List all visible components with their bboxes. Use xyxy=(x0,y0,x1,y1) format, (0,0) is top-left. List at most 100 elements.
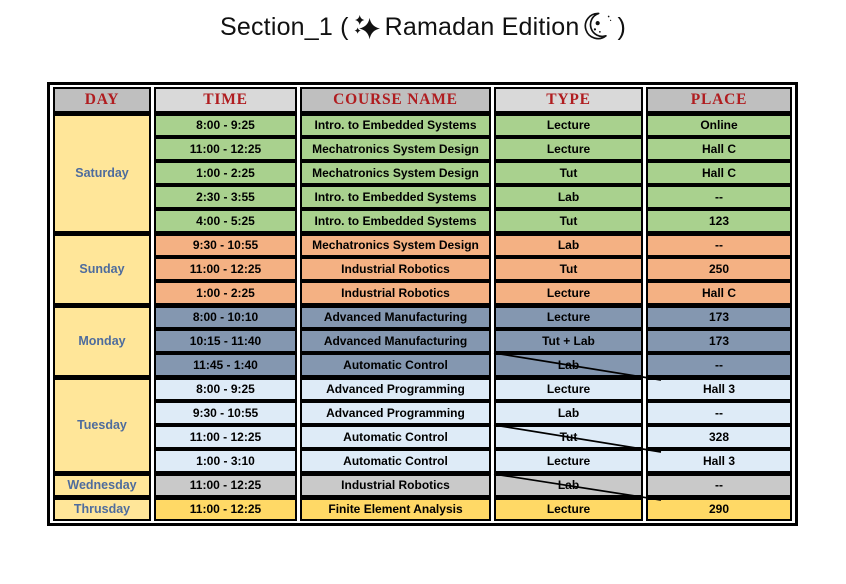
crescent-moon-icon xyxy=(584,12,612,47)
type-cell: Lecture xyxy=(494,113,643,137)
course-text: Intro. to Embedded Systems xyxy=(314,118,477,133)
schedule-row: 10:15 - 11:40 Advanced Manufacturing Tut +… xyxy=(53,329,792,353)
time-cell: 10:15 - 11:40 xyxy=(154,329,297,353)
type-cell: Lecture xyxy=(494,305,643,329)
course-cell: Intro. to Embedded Systems xyxy=(300,209,491,233)
course-text: Mechatronics System Design xyxy=(312,141,479,156)
type-text: Lecture xyxy=(546,453,591,468)
time-text: 9:30 - 10:55 xyxy=(192,405,259,420)
type-text: Lecture xyxy=(546,502,591,517)
day-cell: Monday xyxy=(53,305,151,377)
day-cell: Tuesday xyxy=(53,377,151,473)
type-cell: Lecture xyxy=(494,137,643,161)
type-text: Lab xyxy=(557,238,580,253)
course-text: Industrial Robotics xyxy=(341,261,450,276)
type-cell: Tut + Lab xyxy=(494,329,643,353)
schedule-row: 11:00 - 12:25 Mechatronics System Design L… xyxy=(53,137,792,161)
timetable-body: Saturday 8:00 - 9:25 Intro. to Embedded Sy… xyxy=(53,113,792,521)
place-cell: Hall C xyxy=(646,281,792,305)
place-text: 123 xyxy=(708,213,730,228)
type-cell: Lecture xyxy=(494,281,643,305)
type-text: Lecture xyxy=(546,382,591,397)
course-text: Advanced Manufacturing xyxy=(323,310,468,325)
place-text: Hall C xyxy=(701,141,736,156)
type-cell: Lecture xyxy=(494,377,643,401)
type-text: Lecture xyxy=(546,285,591,300)
place-cell: 123 xyxy=(646,209,792,233)
type-cell: Tut xyxy=(494,161,643,185)
schedule-row: Thrusday 11:00 - 12:25 Finite Element Anal… xyxy=(53,497,792,521)
schedule-table: DAY TIME COURSE NAME TYPE PLACE Saturday… xyxy=(50,87,795,521)
time-cell: 11:00 - 12:25 xyxy=(154,257,297,281)
time-text: 10:15 - 11:40 xyxy=(189,333,262,348)
time-cell: 1:00 - 3:10 xyxy=(154,449,297,473)
course-cell: Automatic Control xyxy=(300,425,491,449)
type-text: Tut xyxy=(559,429,578,444)
time-text: 8:00 - 10:10 xyxy=(192,310,259,325)
type-text: Tut + Lab xyxy=(542,333,595,348)
course-cell: Industrial Robotics xyxy=(300,281,491,305)
place-cell: -- xyxy=(646,185,792,209)
schedule-row: 11:00 - 12:25 Automatic Control Tut 328 xyxy=(53,425,792,449)
place-text: 290 xyxy=(708,502,730,517)
type-cell: Lecture xyxy=(494,449,643,473)
time-text: 11:00 - 12:25 xyxy=(189,478,262,493)
type-text: Lecture xyxy=(546,310,591,325)
schedule-row: 1:00 - 3:10 Automatic Control Lecture Hall … xyxy=(53,449,792,473)
time-text: 11:00 - 12:25 xyxy=(189,429,262,444)
course-cell: Advanced Manufacturing xyxy=(300,305,491,329)
schedule-row: Sunday 9:30 - 10:55 Mechatronics System De… xyxy=(53,233,792,305)
course-text: Intro. to Embedded Systems xyxy=(314,189,477,204)
time-cell: 9:30 - 10:55 xyxy=(154,401,297,425)
schedule-row: Saturday 8:00 - 9:25 Intro. to Embedded Sy… xyxy=(53,113,792,233)
sparkles-icon xyxy=(354,14,380,47)
schedule-row: 9:30 - 10:55 Advanced Programming Lab -- xyxy=(53,401,792,425)
course-cell: Intro. to Embedded Systems xyxy=(300,185,491,209)
type-cell: Lab xyxy=(494,473,643,497)
course-text: Industrial Robotics xyxy=(341,285,450,300)
type-text: Lab xyxy=(557,405,580,420)
time-text: 8:00 - 9:25 xyxy=(196,118,255,133)
place-text: Online xyxy=(700,118,738,133)
time-cell: 8:00 - 10:10 xyxy=(154,305,297,329)
type-text: Lab xyxy=(557,189,580,204)
type-text: Lab xyxy=(557,357,580,372)
type-text: Tut xyxy=(559,213,578,228)
time-text: 1:00 - 3:10 xyxy=(196,453,255,468)
time-text: 2:30 - 3:55 xyxy=(196,189,255,204)
column-header-course: COURSE NAME xyxy=(300,87,491,113)
place-cell: 250 xyxy=(646,257,792,281)
place-text: -- xyxy=(715,478,723,493)
day-cell: Sunday xyxy=(53,233,151,305)
place-cell: -- xyxy=(646,473,792,497)
time-cell: 4:00 - 5:25 xyxy=(154,209,297,233)
time-cell: 11:00 - 12:25 xyxy=(154,497,297,521)
schedule-row: 1:00 - 2:25 Industrial Robotics Lecture Hal… xyxy=(53,281,792,305)
place-text: Hall C xyxy=(701,285,736,300)
column-header-type: TYPE xyxy=(494,87,643,113)
course-cell: Advanced Manufacturing xyxy=(300,329,491,353)
place-cell: Online xyxy=(646,113,792,137)
time-cell: 1:00 - 2:25 xyxy=(154,161,297,185)
place-cell: Hall C xyxy=(646,137,792,161)
time-text: 8:00 - 9:25 xyxy=(196,382,255,397)
time-cell: 1:00 - 2:25 xyxy=(154,281,297,305)
schedule-row: Wednesday 11:00 - 12:25 Industrial Robotic… xyxy=(53,473,792,497)
schedule-row: 4:00 - 5:25 Intro. to Embedded Systems Tut… xyxy=(53,209,792,233)
time-text: 1:00 - 2:25 xyxy=(196,285,255,300)
course-text: Industrial Robotics xyxy=(341,478,450,493)
schedule-row: 11:00 - 12:25 Industrial Robotics Tut 250 xyxy=(53,257,792,281)
course-cell: Industrial Robotics xyxy=(300,257,491,281)
place-text: Hall 3 xyxy=(702,382,735,397)
course-cell: Automatic Control xyxy=(300,353,491,377)
schedule-row: 11:45 - 1:40 Automatic Control Lab -- xyxy=(53,353,792,377)
place-cell: 290 xyxy=(646,497,792,521)
place-cell: -- xyxy=(646,233,792,257)
time-text: 4:00 - 5:25 xyxy=(196,213,255,228)
place-cell: 173 xyxy=(646,329,792,353)
type-text: Tut xyxy=(559,165,578,180)
time-text: 1:00 - 2:25 xyxy=(196,165,255,180)
place-text: -- xyxy=(715,405,723,420)
course-cell: Industrial Robotics xyxy=(300,473,491,497)
type-cell: Tut xyxy=(494,209,643,233)
